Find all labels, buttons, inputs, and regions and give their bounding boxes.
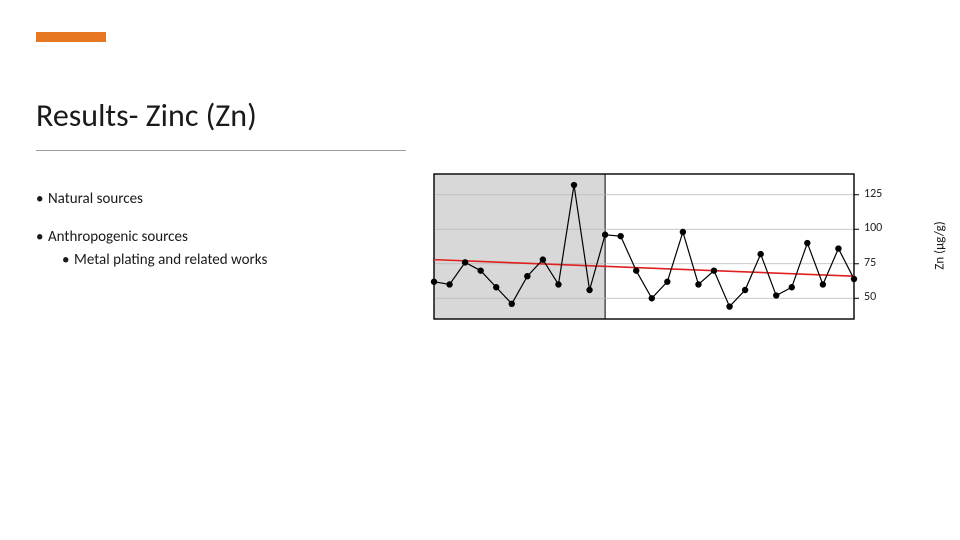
accent-bar xyxy=(36,32,106,42)
bullet-1: Natural sources xyxy=(36,190,267,210)
slide-title: Results- Zinc (Zn) xyxy=(36,96,257,135)
ytick-label: 125 xyxy=(864,187,882,201)
title-rule xyxy=(36,150,406,151)
y-axis-label: Zn (µg/g) xyxy=(933,206,948,286)
bullet-2: Anthropogenic sources Metal plating and … xyxy=(36,228,267,271)
bullet-2-1: Metal plating and related works xyxy=(62,251,267,271)
ytick-label: 75 xyxy=(864,256,876,270)
ytick-label: 50 xyxy=(864,290,876,304)
ytick-label: 100 xyxy=(864,221,882,235)
bullet-list: Natural sources Anthropogenic sources Me… xyxy=(36,190,267,289)
zinc-chart: 5075100125 Zn (µg/g) xyxy=(430,168,930,328)
